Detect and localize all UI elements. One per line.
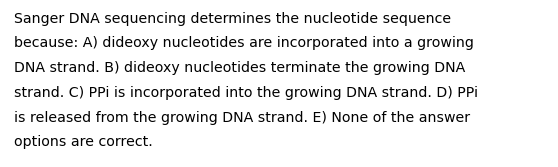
Text: DNA strand. B) dideoxy nucleotides terminate the growing DNA: DNA strand. B) dideoxy nucleotides termi… (14, 61, 465, 75)
Text: is released from the growing DNA strand. E) None of the answer: is released from the growing DNA strand.… (14, 111, 470, 125)
Text: Sanger DNA sequencing determines the nucleotide sequence: Sanger DNA sequencing determines the nuc… (14, 12, 451, 26)
Text: options are correct.: options are correct. (14, 135, 153, 149)
Text: strand. C) PPi is incorporated into the growing DNA strand. D) PPi: strand. C) PPi is incorporated into the … (14, 86, 478, 100)
Text: because: A) dideoxy nucleotides are incorporated into a growing: because: A) dideoxy nucleotides are inco… (14, 36, 474, 50)
